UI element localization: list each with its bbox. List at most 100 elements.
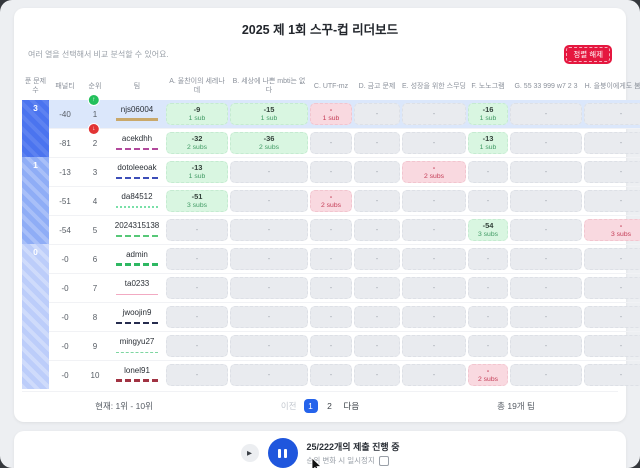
team-cell: 2024315138 bbox=[109, 215, 165, 244]
team-name[interactable]: da84512 bbox=[121, 192, 153, 202]
pagination-next[interactable]: 다음 bbox=[343, 401, 360, 412]
team-name[interactable]: ta0233 bbox=[124, 279, 150, 289]
problem-column-header-D[interactable]: D. 금고 문제 bbox=[358, 82, 396, 90]
problem-result-cell-G: - bbox=[509, 331, 583, 360]
step-forward-button[interactable]: ▶ bbox=[240, 444, 259, 463]
team-cell: da84512 bbox=[109, 186, 165, 215]
table-row: -51 4 da84512 -51 3 subs - -2 subs - - - - - bbox=[22, 186, 640, 215]
clear-sort-button[interactable]: 정렬 해제 bbox=[564, 45, 612, 64]
problem-result-cell-F: -2 subs bbox=[467, 360, 509, 389]
leaderboard-table: 푼 문제수 패널티 순위 팀 A. 울찬이의 세레나데 B. 세상에 나쁜 mbti는 없… bbox=[22, 72, 640, 390]
problem-column-header-A[interactable]: A. 울찬이의 세레나데 bbox=[169, 78, 225, 95]
problem-result-cell-D: - bbox=[353, 100, 401, 129]
team-name[interactable]: 2024315138 bbox=[114, 221, 160, 231]
toolbar: 여러 열을 선택해서 비교 분석할 수 있어요. 정렬 해제 bbox=[28, 45, 612, 64]
problem-result-cell-H: -3 subs bbox=[583, 215, 640, 244]
problem-result-cell-E: - bbox=[401, 273, 467, 302]
table-row: -0 10 lonel91- - - - - -2 subs - - bbox=[22, 360, 640, 389]
problem-column-header-H[interactable]: H. 을붕이에게도 봄날이? bbox=[584, 82, 640, 90]
problem-result-cell-A: - bbox=[165, 244, 229, 273]
problem-result-cell-D: - bbox=[353, 331, 401, 360]
arrow-up-icon: ↑ bbox=[87, 94, 100, 107]
team-name[interactable]: lonel91 bbox=[124, 366, 150, 376]
problem-result-cell-E: - bbox=[401, 128, 467, 157]
problem-result-cell-A: -13 1 sub bbox=[165, 157, 229, 186]
replay-player-card: ▶ 25/222개의 제출 진행 중 순위 변화 시 일시정지 시작: 00:0… bbox=[14, 431, 626, 468]
problem-result-cell-B: - bbox=[229, 157, 309, 186]
team-name[interactable]: jwoojin9 bbox=[122, 308, 152, 318]
problem-result-cell-E: - bbox=[401, 244, 467, 273]
rank-cell: 4 bbox=[81, 186, 109, 215]
penalty-cell: -0 bbox=[49, 360, 81, 389]
problem-result-cell-C: - bbox=[309, 360, 353, 389]
problem-result-cell-F: -16 1 sub bbox=[467, 100, 509, 129]
problem-result-cell-H: - bbox=[583, 302, 640, 331]
problem-result-cell-A: - bbox=[165, 302, 229, 331]
problem-result-cell-C: - bbox=[309, 244, 353, 273]
problem-result-cell-B: -15 1 sub bbox=[229, 100, 309, 129]
problem-result-cell-F: -13 1 sub bbox=[467, 128, 509, 157]
meta-column-header[interactable]: 팀 bbox=[133, 82, 141, 90]
problem-result-cell-H: - bbox=[583, 360, 640, 389]
problem-column-header-E[interactable]: E. 성장을 위한 스무딩 bbox=[402, 82, 466, 90]
penalty-cell: -0 bbox=[49, 273, 81, 302]
team-name[interactable]: mingyu27 bbox=[119, 337, 155, 347]
problem-column-header-F[interactable]: F. 노노그램 bbox=[471, 82, 505, 90]
team-cell: admin bbox=[109, 244, 165, 273]
problem-result-cell-A: -51 3 subs bbox=[165, 186, 229, 215]
team-line-style-swatch bbox=[116, 322, 158, 325]
penalty-cell: -51 bbox=[49, 186, 81, 215]
penalty-cell: -0 bbox=[49, 244, 81, 273]
problem-result-cell-C: - bbox=[309, 128, 353, 157]
problem-result-cell-H: - bbox=[583, 128, 640, 157]
meta-column-header[interactable]: 패널티 bbox=[55, 82, 75, 90]
step-forward-icon: ▶ bbox=[247, 450, 252, 458]
table-row: 3 -40 1 ↑ njs06004 -9 1 sub -15 1 sub -1 sub - - -16… bbox=[22, 94, 640, 158]
team-line-style-swatch bbox=[116, 263, 158, 267]
pause-on-rank-change-label: 순위 변화 시 일시정지 bbox=[306, 456, 375, 466]
problem-result-cell-A: - bbox=[165, 215, 229, 244]
team-name[interactable]: njs06004 bbox=[120, 105, 154, 115]
problem-result-cell-H: - bbox=[583, 157, 640, 186]
problem-result-cell-H: - bbox=[583, 331, 640, 360]
solved-count-cell: 3 bbox=[22, 100, 49, 158]
leaderboard-card: 2025 제 1회 스꾸-컵 리더보드 여러 열을 선택해서 비교 분석할 수 … bbox=[14, 8, 640, 423]
arrow-down-icon: ↓ bbox=[87, 123, 100, 136]
solved-count-cell: 1 bbox=[22, 157, 49, 245]
team-cell: jwoojin9 bbox=[109, 302, 165, 331]
meta-column-header[interactable]: 순위 bbox=[88, 82, 102, 90]
team-cell: lonel91 bbox=[109, 360, 165, 389]
rank-cell: 7 bbox=[81, 273, 109, 302]
total-teams-text: 총 19개 팀 bbox=[497, 401, 535, 412]
pagination-page-2[interactable]: 2 bbox=[327, 401, 332, 412]
problem-result-cell-E: - bbox=[401, 331, 467, 360]
pagination-page-1[interactable]: 1 bbox=[303, 399, 318, 414]
problem-result-cell-D: - bbox=[353, 186, 401, 215]
pause-on-rank-change-checkbox[interactable] bbox=[378, 455, 389, 466]
problem-result-cell-E: - bbox=[401, 360, 467, 389]
pause-button[interactable] bbox=[267, 438, 298, 468]
problem-result-cell-D: - bbox=[353, 157, 401, 186]
problem-column-header-G[interactable]: G. 55 33 999 w7 2 3 bbox=[514, 82, 578, 90]
table-row: 0 -0 6 admin - - - - - - - - bbox=[22, 244, 640, 390]
problem-column-header-B[interactable]: B. 세상에 나쁜 mbti는 없다 bbox=[232, 78, 306, 95]
header-row: 푼 문제수 패널티 순위 팀 A. 울찬이의 세레나데 B. 세상에 나쁜 mbti는 없… bbox=[22, 72, 640, 100]
problem-result-cell-E: -2 subs bbox=[401, 157, 467, 186]
pagination-prev[interactable]: 이전 bbox=[280, 401, 297, 412]
problem-result-cell-D: - bbox=[353, 244, 401, 273]
team-name[interactable]: acekdhh bbox=[121, 134, 153, 144]
team-line-style-swatch bbox=[116, 206, 158, 209]
problem-result-cell-C: - bbox=[309, 273, 353, 302]
team-name[interactable]: dotoleeoak bbox=[117, 163, 157, 173]
problem-result-cell-G: - bbox=[509, 215, 583, 244]
rank-cell: 9 bbox=[81, 331, 109, 360]
mouse-cursor bbox=[311, 458, 322, 468]
problem-result-cell-G: - bbox=[509, 157, 583, 186]
team-name[interactable]: admin bbox=[126, 250, 148, 260]
compare-hint-text: 여러 열을 선택해서 비교 분석할 수 있어요. bbox=[28, 50, 169, 59]
progress-block: 25/222개의 제출 진행 중 순위 변화 시 일시정지 bbox=[307, 440, 400, 466]
problem-column-header-C[interactable]: C. UTF-mz bbox=[313, 82, 349, 90]
rank-cell: 6 bbox=[81, 244, 109, 273]
meta-column-header[interactable]: 푼 문제수 bbox=[24, 78, 47, 95]
